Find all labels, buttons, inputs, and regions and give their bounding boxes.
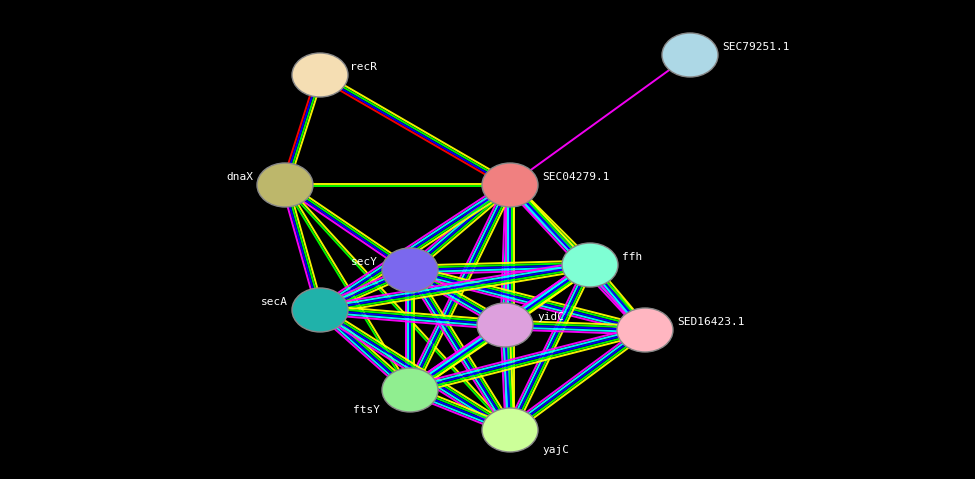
- Ellipse shape: [257, 163, 313, 207]
- Text: yidC: yidC: [537, 312, 564, 322]
- Ellipse shape: [382, 248, 438, 292]
- Ellipse shape: [617, 308, 673, 352]
- Ellipse shape: [292, 53, 348, 97]
- Ellipse shape: [482, 408, 538, 452]
- Text: dnaX: dnaX: [226, 172, 253, 182]
- Text: recR: recR: [350, 62, 377, 72]
- Text: ffh: ffh: [622, 252, 643, 262]
- Text: SED16423.1: SED16423.1: [677, 317, 745, 327]
- Text: SEC04279.1: SEC04279.1: [542, 172, 609, 182]
- Ellipse shape: [292, 288, 348, 332]
- Ellipse shape: [382, 368, 438, 412]
- Text: SEC79251.1: SEC79251.1: [722, 42, 790, 52]
- Text: secY: secY: [351, 257, 378, 267]
- Ellipse shape: [562, 243, 618, 287]
- Ellipse shape: [482, 163, 538, 207]
- Text: ftsY: ftsY: [353, 405, 380, 415]
- Text: yajC: yajC: [542, 445, 569, 455]
- Ellipse shape: [662, 33, 718, 77]
- Text: secA: secA: [261, 297, 288, 307]
- Ellipse shape: [477, 303, 533, 347]
